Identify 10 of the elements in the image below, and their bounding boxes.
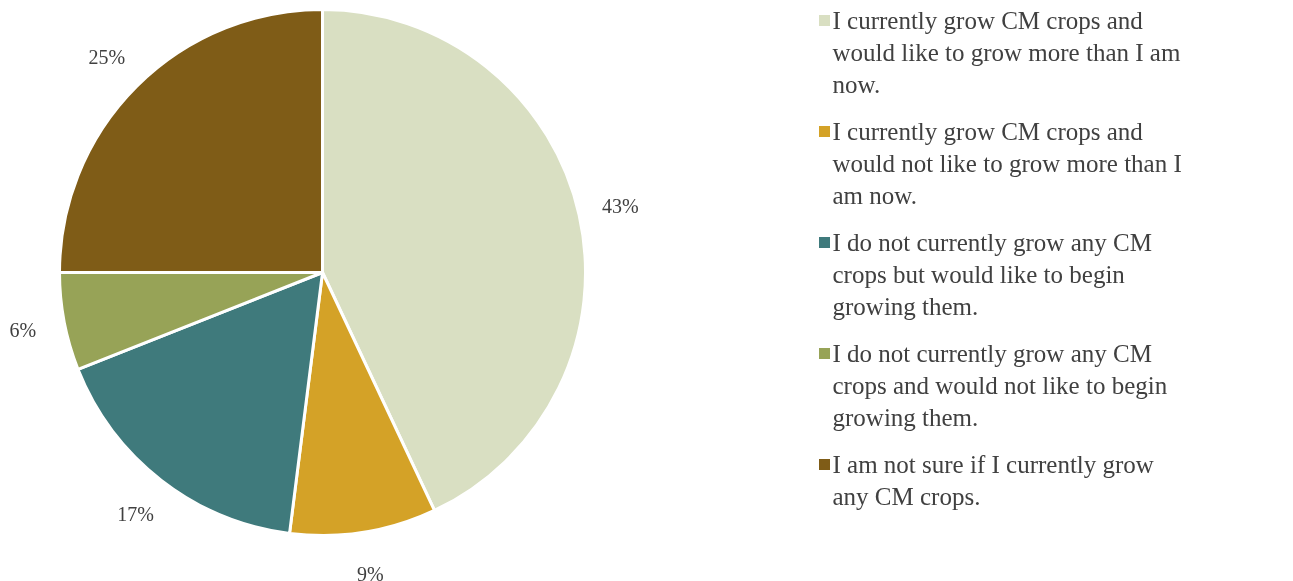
data-label: 25% [88,45,126,68]
legend-label: I do not currently grow any CM crops but would like to begin growing them. [832,229,1152,320]
legend-label: I am not sure if I currently grow any CM crops. [832,451,1154,510]
data-label: 17% [117,502,154,525]
legend-label: I currently grow CM crops and would not like to grow more than I am now. [832,118,1182,209]
data-label: 43% [601,194,639,217]
legend-label: I currently grow CM crops and would like to grow more than I am now. [832,7,1181,98]
data-label: 9% [356,562,384,581]
legend-label: I do not currently grow any CM crops and would not like to begin growing them. [832,340,1168,431]
data-label: 6% [9,318,37,341]
